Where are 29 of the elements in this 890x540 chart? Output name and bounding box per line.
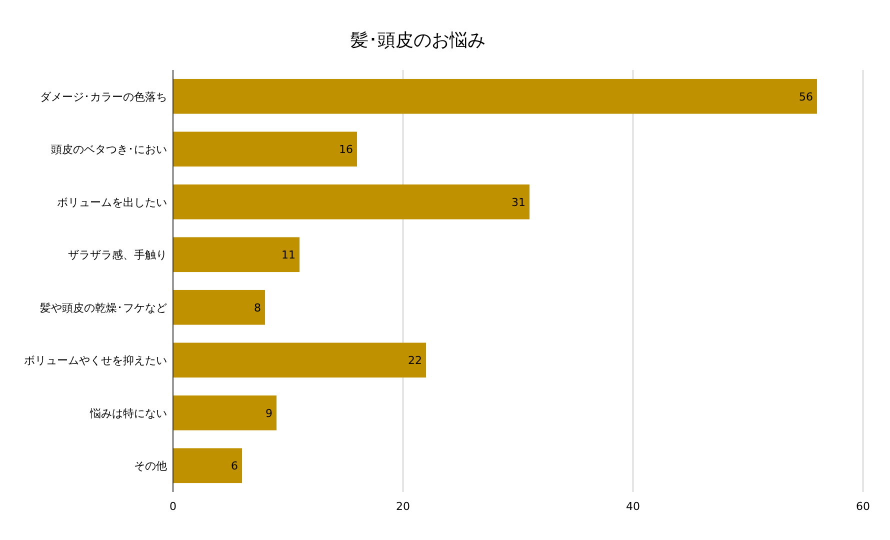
bar — [173, 395, 276, 430]
data-label: 56 — [799, 90, 813, 104]
x-tick-label: 20 — [396, 500, 410, 513]
data-label: 16 — [339, 143, 353, 156]
data-label: 8 — [254, 301, 261, 314]
y-tick-label: 頭皮のベタつき･におい — [51, 143, 167, 156]
y-tick-label: その他 — [134, 460, 167, 473]
chart-title: 髪･頭皮のお悩み — [350, 30, 486, 51]
y-tick-label: ダメージ･カラーの色落ち — [40, 90, 167, 104]
data-label: 11 — [282, 248, 296, 262]
bar — [173, 184, 530, 220]
y-tick-label: 悩みは特にない — [89, 406, 167, 420]
data-label: 31 — [512, 196, 526, 209]
bar — [173, 132, 357, 167]
bar — [173, 237, 300, 272]
y-tick-label: ボリュームやくせを抑えたい — [24, 354, 167, 368]
y-tick-label: 髪や頭皮の乾燥･フケなど — [40, 301, 167, 314]
data-label: 9 — [266, 406, 272, 420]
bar — [173, 342, 426, 378]
x-tick-label: 60 — [856, 500, 870, 513]
bar — [173, 448, 242, 484]
x-tick-label: 0 — [170, 500, 176, 513]
y-tick-label: ザラザラ感、手触り — [68, 248, 167, 262]
bar — [173, 78, 817, 114]
bar — [173, 290, 265, 325]
data-label: 6 — [231, 460, 238, 473]
x-tick-label: 40 — [626, 500, 640, 513]
y-tick-label: ボリュームを出したい — [57, 196, 167, 209]
data-label: 22 — [408, 354, 422, 368]
